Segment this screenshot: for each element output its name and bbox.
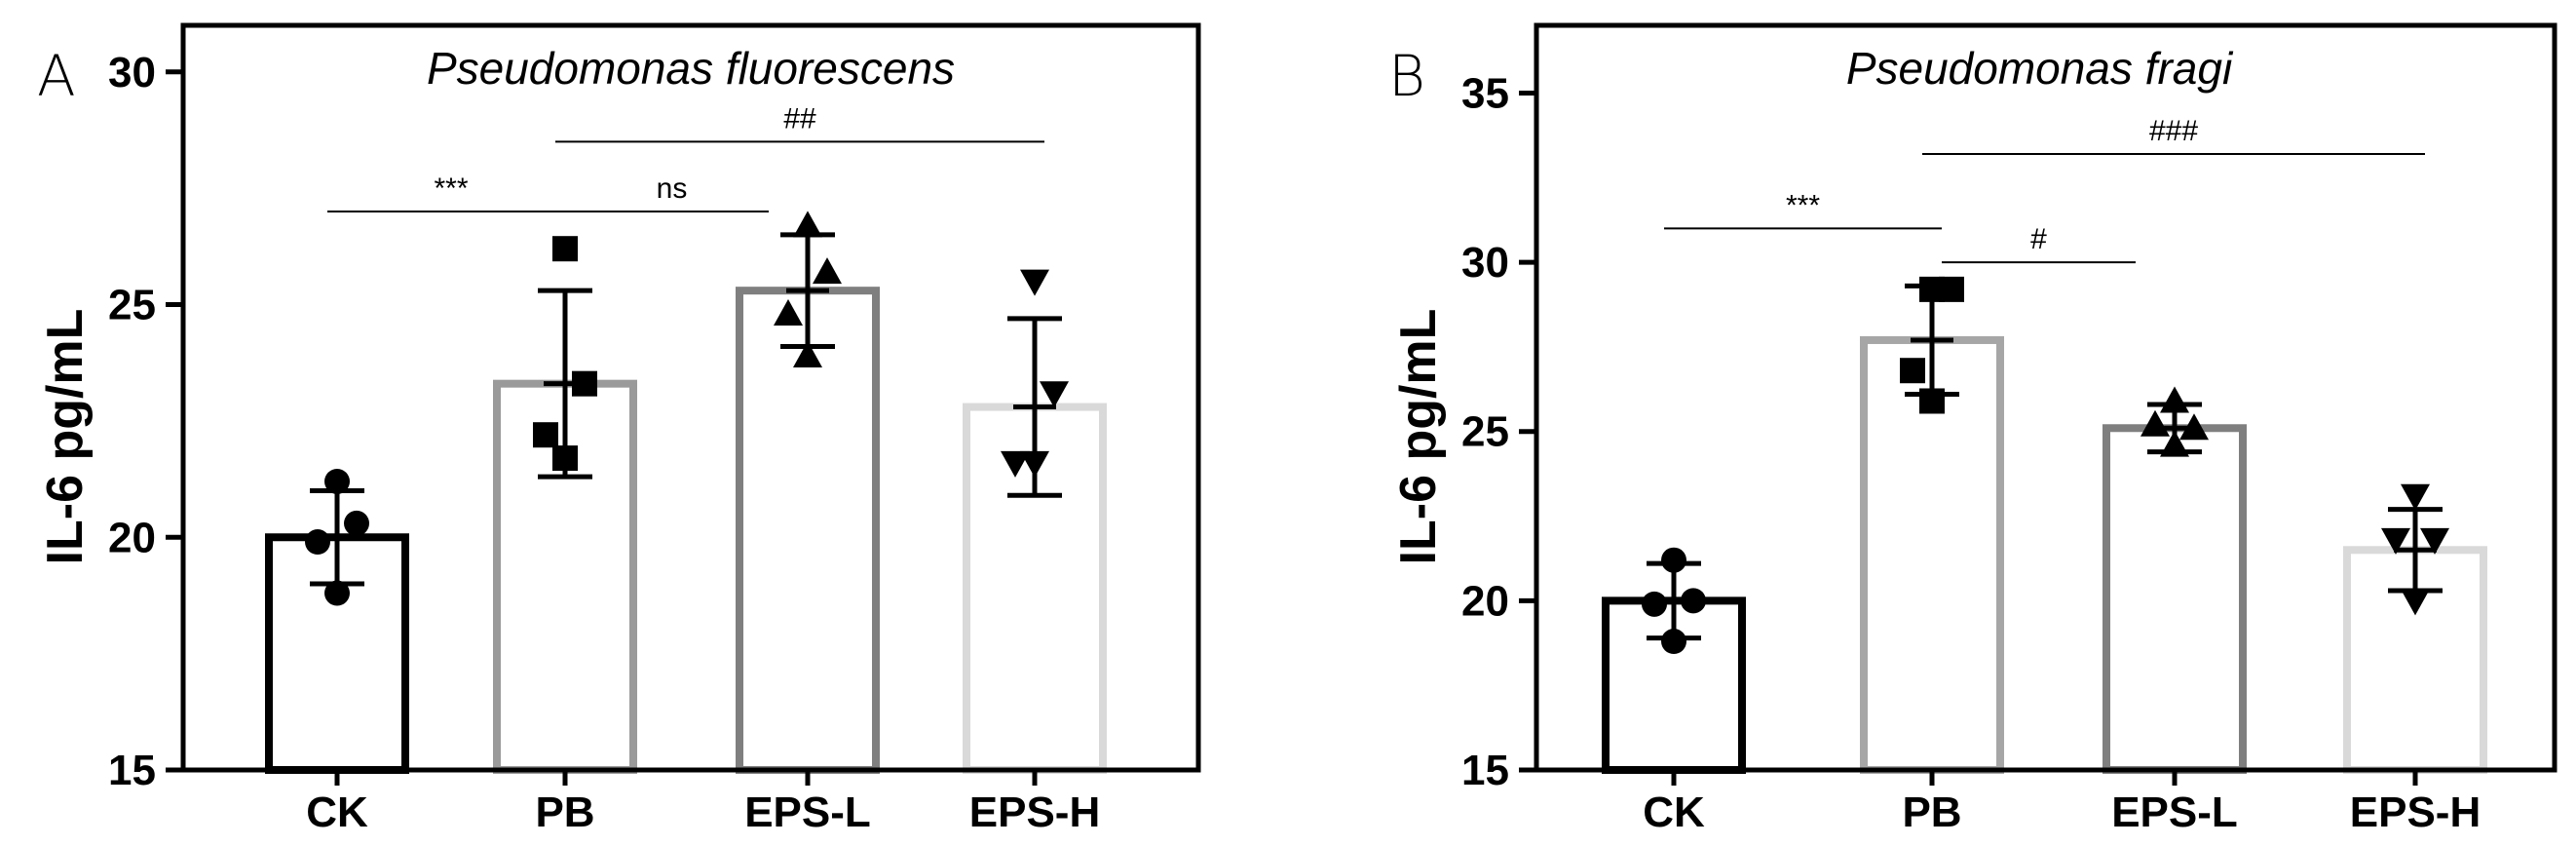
- y-tick-label: 15: [1461, 747, 1509, 794]
- data-point-eps-l: [813, 257, 842, 285]
- x-tick-label: PB: [1902, 788, 1961, 836]
- chart-title: Pseudomonas fragi: [1846, 43, 2234, 94]
- y-tick-label: 30: [1461, 239, 1509, 287]
- significance-label: ***: [1786, 189, 1820, 221]
- bar-eps-l: [2102, 424, 2247, 774]
- data-point-eps-l: [2140, 409, 2170, 437]
- significance-label: ***: [434, 173, 468, 205]
- data-point-eps-l: [793, 341, 822, 368]
- significance-label: ###: [2149, 115, 2198, 147]
- data-point-pb: [533, 422, 558, 448]
- y-axis-label: IL-6 pg/mL: [1390, 309, 1447, 565]
- data-point-eps-l: [774, 299, 803, 327]
- x-tick-label: PB: [535, 788, 594, 836]
- panel-letter: B: [1388, 43, 1425, 109]
- y-axis-label: IL-6 pg/mL: [37, 309, 94, 565]
- panel-letter: A: [37, 43, 76, 109]
- error-bar-ck: [310, 488, 364, 587]
- error-bar-eps-h: [1007, 316, 1062, 498]
- data-point-eps-h: [1001, 450, 1030, 478]
- plot-frame: [1534, 22, 2557, 773]
- x-tick-label: CK: [1643, 788, 1705, 836]
- data-point-pb: [1900, 358, 1925, 384]
- data-point-ck: [324, 468, 350, 494]
- x-tick-label: EPS-L: [744, 788, 871, 836]
- y-tick-label: 25: [108, 282, 156, 329]
- y-tick-label: 20: [108, 514, 156, 561]
- error-bar-eps-l: [780, 232, 835, 349]
- chart-title: Pseudomonas fluorescens: [427, 43, 955, 94]
- plot-frame: [180, 22, 1201, 773]
- data-point-pb: [552, 236, 578, 262]
- y-tick-label: 15: [108, 747, 156, 794]
- panel-a: A Pseudomonas fluorescens IL-6 pg/mL *** ns #…: [37, 22, 1201, 836]
- y-tick-label: 30: [108, 49, 156, 96]
- data-point-ck: [1661, 629, 1686, 655]
- data-point-eps-h: [2420, 527, 2449, 555]
- error-bar-ck: [1647, 560, 1701, 641]
- x-tick-label: CK: [306, 788, 368, 836]
- error-bar-eps-l: [2147, 402, 2202, 455]
- error-bar-pb: [1905, 283, 1959, 398]
- x-tick-label: EPS-H: [2350, 788, 2481, 836]
- data-point-eps-h: [2401, 589, 2430, 616]
- data-point-ck: [1642, 591, 1667, 617]
- data-point-eps-h: [1020, 269, 1049, 296]
- error-bar-eps-h: [2388, 507, 2443, 594]
- data-point-eps-h: [2401, 483, 2430, 511]
- data-point-ck: [1661, 547, 1686, 573]
- data-point-eps-h: [2381, 527, 2410, 555]
- y-tick-label: 20: [1461, 577, 1509, 625]
- significance-label: ns: [657, 173, 688, 205]
- x-tick-label: EPS-H: [969, 788, 1100, 836]
- data-point-eps-l: [793, 211, 822, 238]
- data-point-pb: [1939, 276, 1964, 302]
- data-point-ck: [324, 580, 350, 606]
- significance-label: ##: [783, 102, 816, 135]
- data-point-eps-h: [1040, 381, 1069, 408]
- x-tick-label: EPS-L: [2111, 788, 2238, 836]
- data-point-ck: [305, 529, 330, 556]
- error-bar-pb: [538, 288, 592, 480]
- y-tick-label: 35: [1461, 69, 1509, 117]
- data-point-ck: [344, 510, 369, 536]
- y-tick-label: 25: [1461, 408, 1509, 456]
- significance-label: #: [2030, 223, 2047, 255]
